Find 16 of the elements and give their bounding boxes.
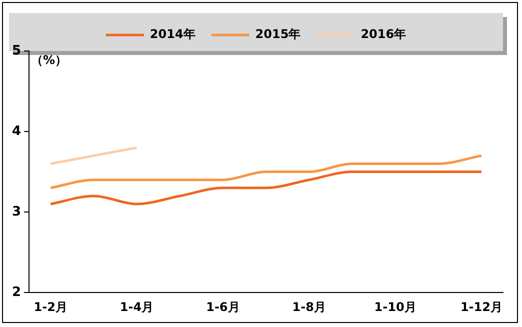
legend-label: 2015年 (255, 27, 301, 42)
x-tick-label: 1-6月 (206, 300, 240, 314)
x-tick-label: 1-4月 (120, 300, 154, 314)
legend-label: 2014年 (150, 27, 196, 42)
x-tick-label: 1-8月 (292, 300, 326, 314)
line-series (49, 154, 483, 190)
y-tick-label: 2 (12, 284, 22, 300)
y-tick-label: 3 (12, 204, 22, 220)
y-axis-title: （%） (31, 53, 68, 68)
x-tick-label: 1-2月 (34, 300, 68, 314)
x-tick-label: 1-10月 (374, 300, 416, 314)
x-tick-label: 1-12月 (460, 300, 502, 314)
line-series (49, 170, 483, 206)
legend-label: 2016年 (360, 27, 406, 42)
y-tick-label: 5 (12, 43, 22, 58)
y-tick-label: 4 (12, 124, 22, 139)
